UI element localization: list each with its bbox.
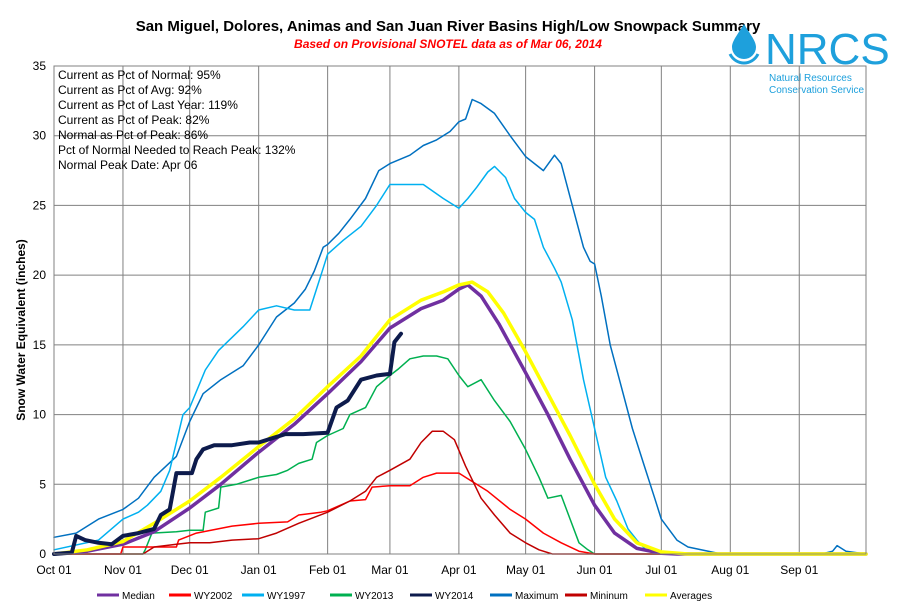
x-tick-label-6: Apr 01 [441, 563, 477, 577]
water-drop-icon [732, 24, 756, 59]
y-tick-label-6: 30 [33, 129, 47, 143]
series-line-mininum [53, 430, 867, 555]
x-tick-label-8: Jun 01 [577, 563, 613, 577]
x-tick-label-11: Sep 01 [780, 563, 818, 577]
series-lines [52, 98, 868, 556]
y-tick-label-0: 0 [39, 547, 46, 561]
legend-label-averages: Averages [670, 591, 712, 602]
x-tick-label-10: Aug 01 [711, 563, 749, 577]
x-tick-label-7: May 01 [506, 563, 546, 577]
x-tick-label-9: Jul 01 [645, 563, 677, 577]
y-tick-label-1: 5 [39, 477, 46, 491]
x-tick-label-3: Jan 01 [241, 563, 277, 577]
series-line-averages [52, 280, 868, 556]
y-tick-label-3: 15 [33, 338, 47, 352]
stat-pct-avg: Current as Pct of Avg: 92% [58, 83, 202, 97]
legend: Median WY2002 WY1997 WY2013 WY2014 Maximum Min… [97, 591, 712, 602]
series-line-wy2013 [53, 355, 867, 555]
stat-pct-peak: Current as Pct of Peak: 82% [58, 113, 210, 127]
x-tick-label-5: Mar 01 [371, 563, 409, 577]
x-tick-label-4: Feb 01 [309, 563, 347, 577]
plot-area-border [53, 65, 867, 555]
series-line-wy2002 [53, 472, 867, 555]
x-tick-label-1: Nov 01 [104, 563, 142, 577]
logo-line-1: Natural Resources [769, 73, 852, 84]
y-axis-label: Snow Water Equivalent (inches) [14, 239, 28, 421]
y-tick-label-5: 25 [33, 198, 47, 212]
logo-swoosh [728, 53, 760, 65]
logo-line-2: Conservation Service [769, 85, 864, 96]
series-line-maximum [53, 98, 867, 555]
y-axis-ticks: 0 5 10 15 20 25 30 35 [33, 59, 47, 561]
stat-normal-peak-date: Normal Peak Date: Apr 06 [58, 158, 198, 172]
logo-wordmark: NRCS [765, 25, 890, 74]
x-tick-label-2: Dec 01 [171, 563, 209, 577]
stat-pct-last-year: Current as Pct of Last Year: 119% [58, 98, 238, 112]
legend-label-wy2002: WY2002 [194, 591, 233, 602]
stat-needed-to-reach-peak: Pct of Normal Needed to Reach Peak: 132% [58, 143, 296, 157]
legend-label-median: Median [122, 591, 155, 602]
legend-label-wy1997: WY1997 [267, 591, 306, 602]
x-axis-ticks: Oct 01 Nov 01 Dec 01 Jan 01 Feb 01 Mar 01 Apr … [36, 563, 818, 577]
legend-label-wy2014: WY2014 [435, 591, 474, 602]
chart-title: San Miguel, Dolores, Animas and San Juan… [136, 18, 761, 35]
legend-label-wy2013: WY2013 [355, 591, 394, 602]
y-tick-label-4: 20 [33, 268, 47, 282]
series-line-wy1997 [53, 165, 867, 555]
y-tick-label-2: 10 [33, 408, 47, 422]
stat-pct-normal: Current as Pct of Normal: 95% [58, 68, 221, 82]
series-line-median [52, 283, 868, 556]
series-line-wy2014 [52, 331, 403, 556]
y-tick-label-7: 35 [33, 59, 47, 73]
chart-subtitle: Based on Provisional SNOTEL data as of M… [294, 37, 602, 51]
legend-label-maximum: Maximum [515, 591, 558, 602]
stat-normal-pct-peak: Normal as Pct of Peak: 86% [58, 128, 208, 142]
x-tick-label-0: Oct 01 [36, 563, 72, 577]
legend-label-mininum: Mininum [590, 591, 628, 602]
stats-box: Current as Pct of Normal: 95% Current as… [58, 68, 296, 172]
